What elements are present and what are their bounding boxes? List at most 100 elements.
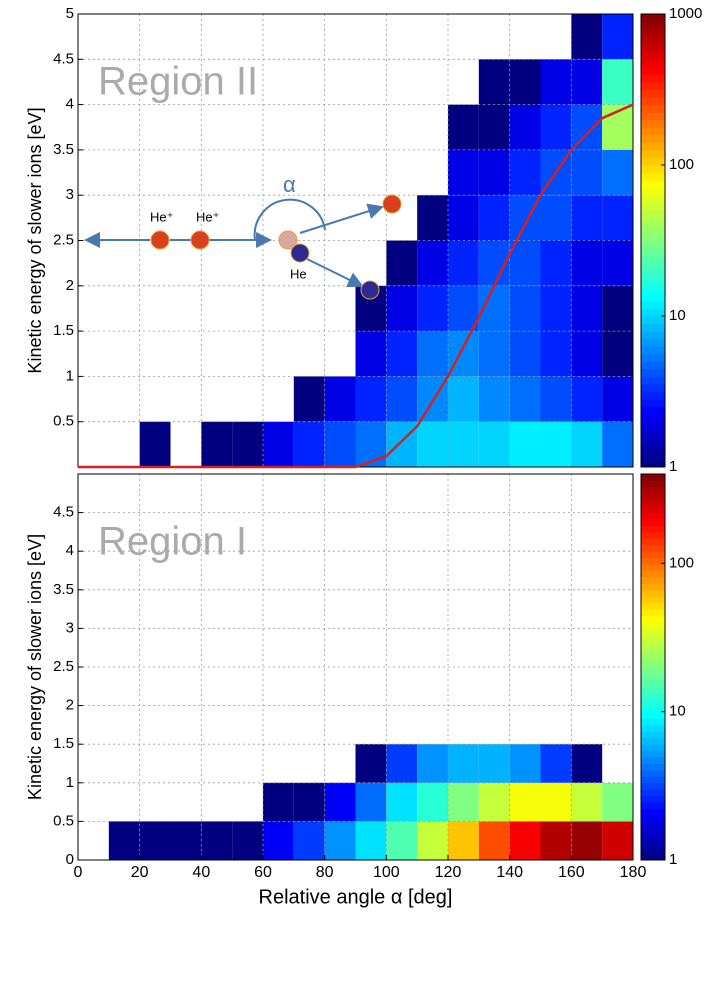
heatmap-cell [263, 421, 294, 467]
colorbar-step [641, 270, 665, 279]
colorbar-step [641, 119, 665, 128]
diagram-arrow [299, 203, 384, 234]
colorbar-step [641, 564, 665, 571]
colorbar-step [641, 97, 665, 106]
colorbar-step [641, 647, 665, 655]
colorbar-step [641, 827, 665, 835]
colorbar-step [641, 14, 665, 23]
colorbar-step [641, 293, 665, 302]
colorbar-step [641, 278, 665, 287]
colorbar-step [641, 285, 665, 294]
heatmap-cell [602, 821, 633, 860]
colorbar-step [641, 840, 665, 848]
colorbar-step [641, 81, 665, 90]
heatmap-cell [324, 821, 356, 860]
heatmap-cell [386, 421, 418, 467]
colorbar-step [641, 834, 665, 842]
heatmap-cell [293, 821, 325, 860]
heatmap-cell [540, 782, 572, 822]
colorbar-step [641, 459, 665, 468]
y-tick-label: 0.5 [53, 812, 74, 829]
heatmap-cell [509, 421, 541, 467]
heatmap-cell [386, 331, 418, 377]
colorbar-step [641, 634, 665, 642]
colorbar-step [641, 142, 665, 151]
y-tick-label: 3 [66, 619, 74, 636]
colorbar-step [641, 134, 665, 143]
y-tick-label: 3.5 [53, 141, 74, 158]
colorbar-step [641, 744, 665, 752]
colorbar-step [641, 821, 665, 829]
heatmap-cell [571, 744, 603, 783]
particle [278, 230, 298, 250]
colorbar-step [641, 195, 665, 204]
colorbar-step [641, 202, 665, 211]
colorbar-step [641, 74, 665, 83]
heatmap-cell [509, 821, 541, 860]
colorbar-step [641, 795, 665, 803]
colorbar-step [641, 802, 665, 810]
colorbar-step [641, 149, 665, 158]
colorbar-step [641, 847, 665, 855]
region-label: Region I [98, 520, 247, 564]
colorbar-step [641, 232, 665, 241]
colorbar-step [641, 323, 665, 332]
colorbar-step [641, 51, 665, 60]
heatmap-cell [263, 782, 294, 822]
heatmap-cell [571, 104, 603, 150]
colorbar-step [641, 660, 665, 668]
colorbar-step [641, 782, 665, 790]
heatmap-cell [355, 331, 387, 377]
neutral-label: He [290, 266, 307, 281]
heatmap-cell [263, 821, 294, 860]
heatmap-cell [571, 195, 603, 241]
region-label: Region II [98, 60, 258, 104]
y-tick-label: 1.5 [53, 735, 74, 752]
colorbar-step [641, 346, 665, 355]
y-tick-label: 3 [66, 186, 74, 203]
heatmap-cell [324, 376, 356, 422]
colorbar-step [641, 654, 665, 662]
y-axis-label: Kinetic energy of slower ions [eV] [25, 107, 45, 373]
colorbar-step [641, 361, 665, 370]
particle [360, 280, 380, 300]
heatmap-cell [571, 821, 603, 860]
colorbar-step [641, 36, 665, 45]
heatmap-cell [602, 195, 633, 241]
heatmap-cell [386, 285, 418, 332]
heatmap-cell [448, 285, 479, 332]
colorbar-step [641, 217, 665, 226]
x-tick-label: 180 [620, 864, 647, 881]
heatmap-cell [293, 376, 325, 422]
colorbar-step [641, 686, 665, 694]
colorbar-step [641, 436, 665, 445]
x-tick-label: 140 [496, 864, 523, 881]
heatmap-cell [478, 376, 510, 422]
heatmap-cell [540, 821, 572, 860]
colorbar-step [641, 255, 665, 264]
colorbar-step [641, 59, 665, 68]
heatmap-cell [602, 14, 633, 60]
colorbar-tick-label: 100 [669, 156, 694, 173]
x-tick-label: 40 [192, 864, 210, 881]
heatmap-cell [571, 14, 603, 60]
colorbar-step [641, 525, 665, 533]
heatmap-cell [448, 744, 479, 783]
colorbar-step [641, 480, 665, 488]
colorbar-step [641, 66, 665, 75]
heatmap-cell [386, 782, 418, 822]
colorbar-step [641, 300, 665, 309]
y-tick-label: 4.5 [53, 504, 74, 521]
colorbar-step [641, 383, 665, 392]
y-tick-label: 0 [66, 851, 74, 868]
ion-label: He⁺ [196, 209, 219, 224]
colorbar-step [641, 712, 665, 719]
colorbar-step [641, 406, 665, 415]
colorbar-step [641, 557, 665, 565]
colorbar-step [641, 673, 665, 681]
y-tick-label: 4.5 [53, 50, 74, 67]
heatmap-cell [232, 821, 263, 860]
colorbar-step [641, 769, 665, 777]
colorbar-step [641, 474, 665, 481]
heatmap-cell [571, 421, 603, 467]
